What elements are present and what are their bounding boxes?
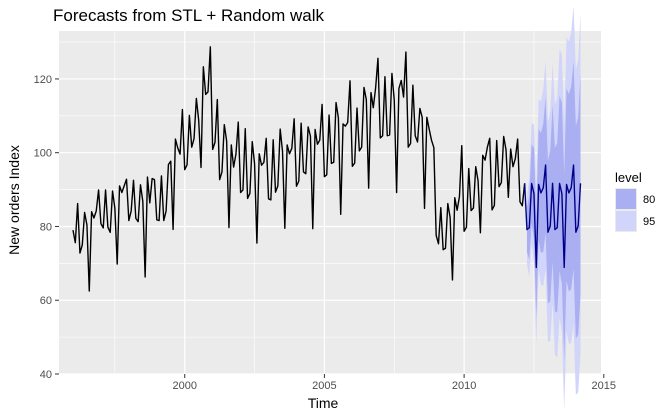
- legend: level 80 95: [615, 170, 655, 232]
- y-tick-label: 120: [34, 74, 52, 86]
- y-tick-label: 40: [40, 369, 52, 381]
- y-axis-title: New orders Index: [6, 145, 22, 255]
- y-tick-label: 60: [40, 295, 52, 307]
- legend-swatch: [616, 211, 636, 231]
- legend-swatch: [616, 189, 636, 209]
- x-tick-label: 2005: [312, 380, 336, 392]
- x-tick-label: 2000: [172, 380, 196, 392]
- legend-label: 80: [643, 194, 655, 206]
- x-tick-label: 2010: [452, 380, 476, 392]
- chart-title: Forecasts from STL + Random walk: [53, 6, 324, 25]
- legend-label: 95: [643, 216, 655, 228]
- axes: 2000 2005 2010 2015 40 60 80 100 120: [34, 74, 616, 392]
- forecast-line: [523, 164, 582, 269]
- series-lines: [72, 46, 582, 292]
- x-axis-title: Time: [308, 395, 339, 411]
- legend-title: level: [615, 170, 642, 185]
- x-tick-label: 2015: [592, 380, 616, 392]
- series-line: [72, 46, 526, 292]
- y-tick-label: 100: [34, 148, 52, 160]
- y-tick-label: 80: [40, 221, 52, 233]
